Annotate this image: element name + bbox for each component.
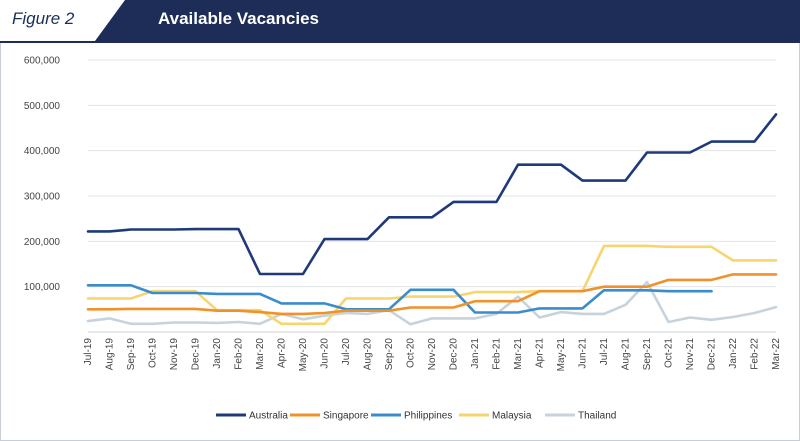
legend-label-singapore: Singapore: [323, 411, 369, 422]
x-tick-label: Jan-20: [212, 338, 223, 369]
legend-label-australia: Australia: [249, 411, 288, 422]
x-tick-label: Dec-19: [191, 338, 202, 371]
y-axis: 100,000 200,000 300,000 400,000 500,000 600,0…: [24, 56, 61, 294]
x-tick-label: Oct-21: [664, 338, 675, 368]
series-line-australia: [86, 113, 778, 276]
x-tick-label: Mar-22: [771, 338, 782, 370]
legend-label-philippines: Philippines: [404, 411, 452, 422]
x-tick-label: Jan-22: [728, 338, 739, 369]
x-tick-label: Mar-21: [513, 338, 524, 370]
y-tick-label: 100,000: [24, 282, 61, 293]
legend-label-malaysia: Malaysia: [492, 411, 532, 422]
header-rule: [0, 41, 800, 43]
x-tick-label: Jul-20: [341, 338, 352, 366]
x-tick-label: Sep-21: [642, 338, 653, 371]
x-tick-label: Sep-19: [126, 338, 137, 371]
series-line-singapore: [86, 273, 778, 316]
x-axis: Jul-19 Aug-19 Sep-19 Oct-19 Nov-19 Dec-19 Jan-…: [83, 338, 782, 372]
x-tick-label: Aug-20: [363, 338, 374, 371]
x-tick-label: Jul-19: [83, 338, 94, 366]
x-tick-label: Oct-19: [148, 338, 159, 368]
x-tick-label: Jun-21: [578, 338, 589, 369]
x-tick-label: Nov-20: [427, 338, 438, 371]
x-tick-label: Nov-19: [169, 338, 180, 371]
x-tick-label: Aug-21: [621, 338, 632, 371]
x-tick-label: Mar-20: [255, 338, 266, 370]
y-tick-label: 400,000: [24, 146, 61, 157]
x-tick-label: Dec-20: [449, 338, 460, 371]
x-tick-label: Apr-21: [535, 338, 546, 368]
figure-header: Figure 2 Available Vacancies: [0, 0, 800, 43]
x-tick-label: Oct-20: [406, 338, 417, 368]
y-tick-label: 300,000: [24, 192, 61, 203]
series-lines: [86, 113, 778, 326]
chart-title: Available Vacancies: [158, 9, 319, 28]
y-tick-label: 200,000: [24, 237, 61, 248]
x-tick-label: Apr-20: [277, 338, 288, 368]
x-tick-label: Feb-21: [492, 338, 503, 370]
x-tick-label: Feb-20: [234, 338, 245, 370]
series-line-philippines: [86, 284, 713, 314]
x-tick-label: May-21: [556, 338, 567, 372]
legend: Australia Singapore Philippines Malaysia Tha…: [216, 411, 616, 422]
x-tick-label: Nov-21: [685, 338, 696, 371]
x-tick-label: Dec-21: [707, 338, 718, 371]
x-tick-label: Jun-20: [320, 338, 331, 369]
series-line-thailand: [86, 280, 778, 326]
title-bar: [95, 0, 800, 41]
y-tick-label: 500,000: [24, 101, 61, 112]
grid: [88, 59, 776, 333]
x-tick-label: Jul-21: [599, 338, 610, 366]
x-tick-label: Aug-19: [105, 338, 116, 371]
x-tick-label: Sep-20: [384, 338, 395, 371]
x-tick-label: Feb-22: [750, 338, 761, 370]
series-line-malaysia: [86, 244, 778, 326]
legend-label-thailand: Thailand: [578, 411, 616, 422]
x-tick-label: Jan-21: [470, 338, 481, 369]
figure-label: Figure 2: [12, 9, 75, 28]
figure-tab: Figure 2: [0, 0, 130, 41]
x-tick-label: May-20: [298, 338, 309, 372]
y-tick-label: 600,000: [24, 56, 61, 67]
